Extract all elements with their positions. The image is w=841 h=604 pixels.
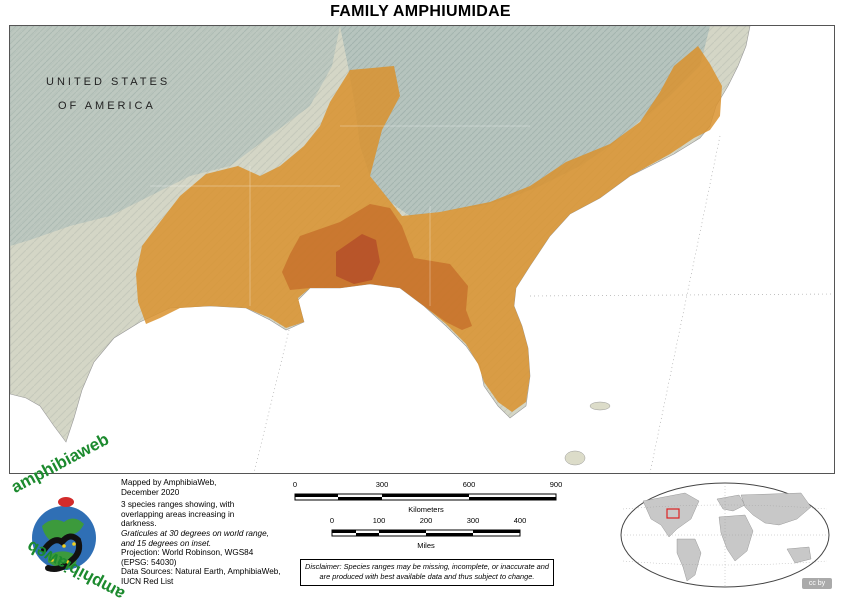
- km-tick-0: 0: [292, 480, 298, 489]
- km-tick-600: 600: [462, 480, 476, 489]
- appalachian-highlands: [340, 26, 710, 216]
- range-overlap-3: [336, 234, 380, 284]
- km-tick-900: 900: [549, 480, 563, 489]
- km-unit-label: Kilometers: [408, 505, 444, 514]
- inset-extent-box: [666, 508, 680, 519]
- country-label-line2: OF AMERICA: [58, 100, 156, 112]
- mi-tick-400: 400: [513, 516, 527, 525]
- country-label-line1: UNITED STATES: [46, 76, 171, 88]
- state-boundaries: [150, 125, 530, 306]
- info-data-sources-2: IUCN Red List: [121, 576, 174, 586]
- range-map[interactable]: UNITED STATES OF AMERICA: [9, 25, 835, 474]
- info-projection: Projection: World Robinson, WGS84: [121, 548, 254, 558]
- info-mapped-by: Mapped by AmphibiaWeb,: [121, 478, 217, 487]
- world-inset-canvas: [620, 482, 830, 588]
- km-tick-300: 300: [375, 480, 389, 489]
- info-inset-graticules: and 15 degrees on inset.: [121, 538, 212, 548]
- scale-bars: 0 300 600 900 Kilometers 0 100 200 300 4…: [286, 480, 576, 560]
- map-info: Mapped by AmphibiaWeb, December 2020 3 s…: [121, 478, 286, 587]
- mi-scale-bar: [331, 529, 521, 537]
- cuba-island: [564, 450, 586, 466]
- salamander-globe-icon: [32, 497, 96, 572]
- mi-tick-300: 300: [466, 516, 480, 525]
- info-overlap: overlapping areas increasing in: [121, 509, 235, 519]
- graticules: [253, 135, 834, 473]
- map-footer: amphibiaweb amphibiaweb Mapped by Amphib…: [0, 429, 841, 604]
- mi-tick-100: 100: [372, 516, 386, 525]
- mi-unit-label: Miles: [417, 541, 435, 550]
- info-epsg: (EPSG: 54030): [121, 557, 177, 567]
- license-badge[interactable]: cc by: [802, 578, 832, 589]
- mi-tick-200: 200: [419, 516, 433, 525]
- world-inset-map[interactable]: [615, 479, 835, 591]
- mi-tick-0: 0: [329, 516, 335, 525]
- info-graticules: Graticules at 30 degrees on world range,: [121, 528, 269, 538]
- info-species-count: 3 species ranges showing, with: [121, 500, 235, 510]
- km-scale-bar: [294, 493, 557, 501]
- range-overlap-1: [136, 46, 722, 412]
- map-title: FAMILY AMPHIUMIDAE: [330, 3, 511, 20]
- info-date: December 2020: [121, 487, 180, 497]
- bahamas-island: [589, 401, 611, 411]
- disclaimer: Disclaimer: Species ranges may be missin…: [300, 559, 554, 586]
- amphibiaweb-logo[interactable]: amphibiaweb amphibiaweb: [8, 429, 128, 604]
- info-data-sources: Data Sources: Natural Earth, AmphibiaWeb…: [121, 567, 281, 577]
- info-darkness: darkness.: [121, 519, 157, 529]
- range-map-canvas: [10, 26, 834, 473]
- northwest-highlands: [10, 26, 340, 246]
